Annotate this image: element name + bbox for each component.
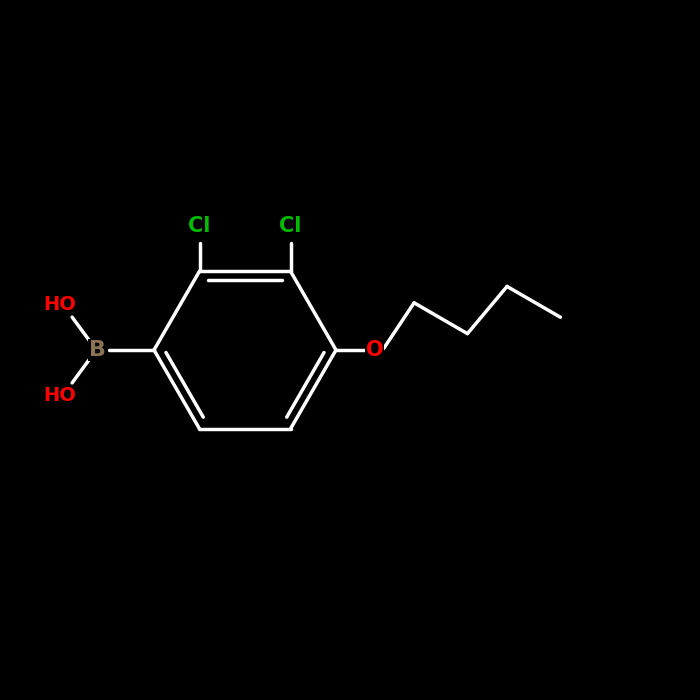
Text: HO: HO [43,386,76,405]
Text: Cl: Cl [188,216,211,236]
Text: B: B [90,340,106,360]
Text: O: O [365,340,384,360]
Text: Cl: Cl [279,216,302,236]
Text: HO: HO [43,295,76,314]
